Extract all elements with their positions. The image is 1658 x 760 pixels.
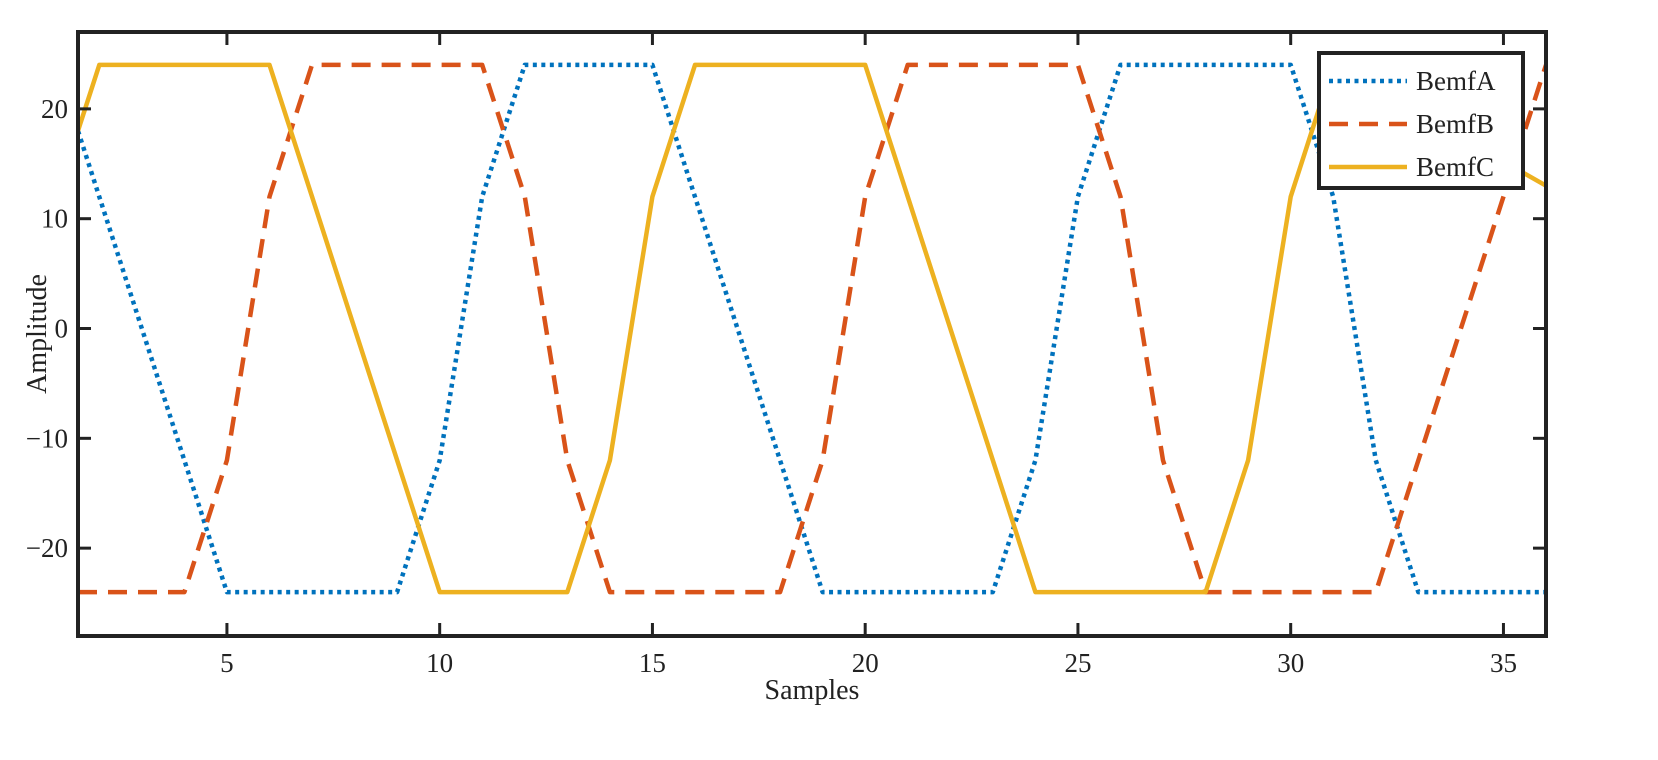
x-tick-label: 5 (220, 648, 234, 678)
y-tick-label: −10 (26, 423, 68, 453)
y-tick-label: 10 (41, 204, 68, 234)
legend: BemfA BemfB BemfC (1317, 51, 1525, 190)
plot-frame (76, 30, 1548, 638)
legend-label-bemfa: BemfA (1416, 66, 1496, 96)
x-axis-label: Samples (765, 675, 860, 706)
y-tick-label: 0 (55, 314, 69, 344)
x-tick-label: 30 (1277, 648, 1304, 678)
x-tick-label: 20 (852, 648, 879, 678)
series-line-bemfb (78, 62, 1546, 595)
tick-layer: 5 10 15 20 25 30 35 20 10 0 −10 −20 (26, 32, 1546, 678)
legend-label-bemfb: BemfB (1416, 109, 1494, 139)
x-tick-label: 25 (1064, 648, 1091, 678)
x-tick-label: 10 (426, 648, 453, 678)
x-tick-label: 35 (1490, 648, 1517, 678)
y-tick-label: −20 (26, 533, 68, 563)
series-layer (78, 62, 1546, 595)
x-tick-label: 15 (639, 648, 666, 678)
y-axis-label: Amplitude (22, 274, 53, 394)
y-tick-label: 20 (41, 94, 68, 124)
legend-label-bemfc: BemfC (1416, 152, 1494, 182)
plot-area (78, 32, 1546, 636)
series-line-bemfc (78, 62, 1546, 595)
series-line-bemfa (78, 62, 1546, 595)
